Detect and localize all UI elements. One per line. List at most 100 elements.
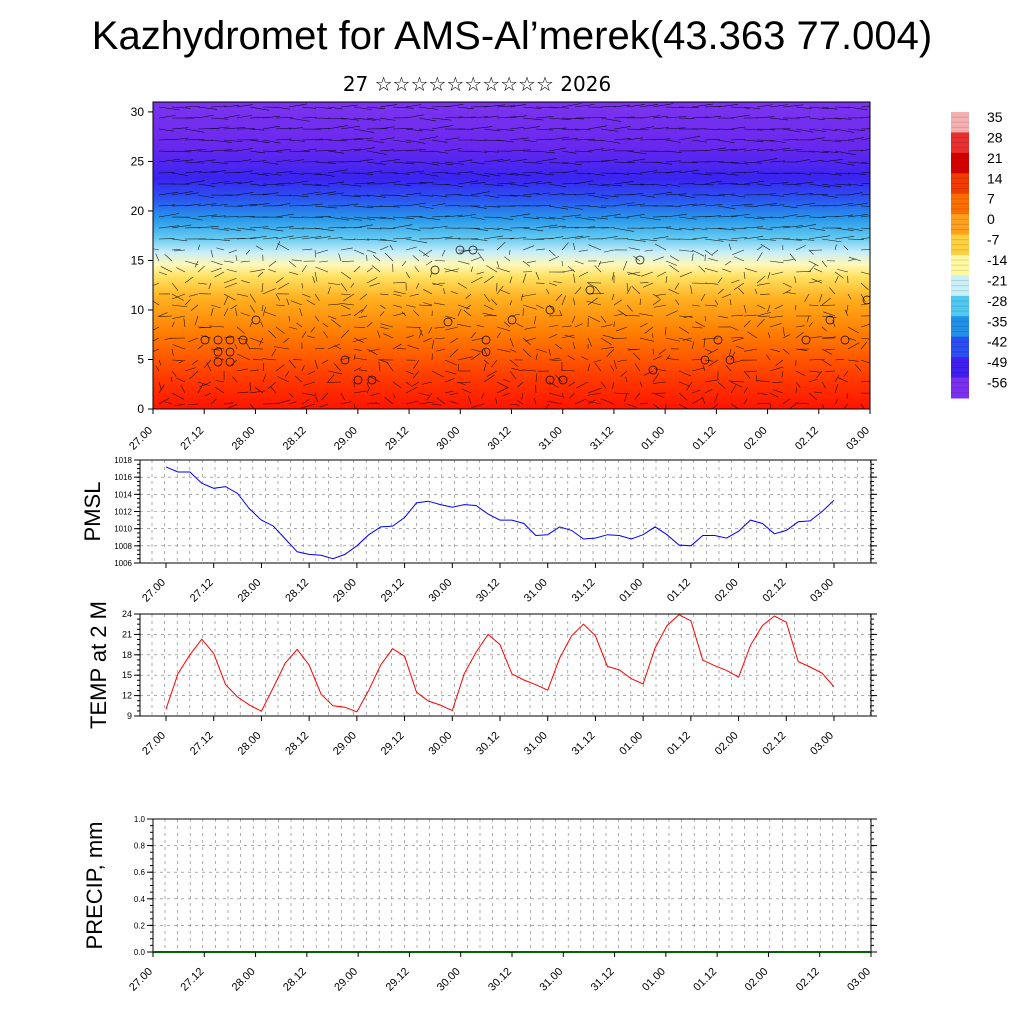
wind-barb xyxy=(483,275,494,284)
wind-barb xyxy=(691,103,713,108)
wind-barb xyxy=(821,150,839,153)
wind-barb xyxy=(425,260,433,266)
wind-barb xyxy=(535,248,545,251)
wind-barb xyxy=(158,359,162,366)
calm-circle xyxy=(558,375,568,385)
wind-barb xyxy=(795,238,815,241)
wind-barb xyxy=(223,336,234,339)
wind-barb xyxy=(379,238,397,242)
wind-barb xyxy=(301,203,323,207)
wind-barb xyxy=(228,249,238,254)
wind-barb xyxy=(259,337,264,346)
wind-barb xyxy=(319,260,329,263)
wind-barb xyxy=(652,236,669,240)
wind-barb xyxy=(435,337,446,340)
calm-circle xyxy=(251,315,261,325)
wind-barb xyxy=(678,216,697,220)
wind-barb xyxy=(717,277,723,284)
x-tick-label: 03.00 xyxy=(808,577,836,605)
wind-barb xyxy=(756,216,773,219)
wind-barb xyxy=(197,225,219,229)
wind-barb xyxy=(652,103,674,108)
wind-barb xyxy=(633,255,641,262)
wind-barb xyxy=(756,128,775,131)
wind-barb xyxy=(548,236,564,240)
wind-barb xyxy=(405,370,414,375)
wind-barb xyxy=(743,271,746,279)
x-tick-label: 29.12 xyxy=(379,577,407,605)
wind-barb xyxy=(756,375,758,383)
wind-barb xyxy=(691,249,705,257)
wind-barb xyxy=(613,299,623,306)
wind-barb xyxy=(535,304,545,309)
x-tick-label: 03.00 xyxy=(808,730,836,758)
wind-barb xyxy=(392,304,402,308)
wind-barb xyxy=(429,271,433,278)
wind-barb xyxy=(210,215,226,218)
wind-barb xyxy=(249,235,267,240)
wind-barb xyxy=(194,315,199,326)
wind-barb xyxy=(236,326,245,334)
wind-barb xyxy=(769,117,789,121)
wind-barb xyxy=(327,169,348,174)
wind-barb xyxy=(158,213,180,218)
wind-barb xyxy=(342,260,355,262)
wind-barb xyxy=(769,260,784,264)
wind-barb xyxy=(572,342,576,350)
wind-barb xyxy=(600,398,615,405)
wind-barb xyxy=(843,245,849,251)
wind-barb xyxy=(418,194,433,197)
colorbar: 35 28 21 14 7 0 -7 -14 -21 -28 -35 -42 -49 -56 xyxy=(951,109,1007,399)
wind-barb xyxy=(392,293,402,297)
wind-barb xyxy=(782,259,794,262)
wind-barb xyxy=(641,271,654,277)
wind-barb xyxy=(561,138,578,141)
heatmap-x-tick-label: 01.12 xyxy=(691,425,719,453)
wind-barb xyxy=(359,293,368,300)
wind-barb xyxy=(730,183,751,186)
wind-barb xyxy=(721,293,732,299)
wind-barb xyxy=(555,374,563,383)
wind-barb xyxy=(340,194,361,198)
wind-barb xyxy=(652,299,661,306)
wind-barb xyxy=(405,170,424,174)
wind-barb xyxy=(379,304,386,309)
wind-barb xyxy=(756,148,773,152)
colorbar-segment xyxy=(951,316,969,338)
wind-barb xyxy=(197,183,216,187)
y-tick-label: 0.4 xyxy=(134,895,146,904)
wind-barb xyxy=(288,235,309,240)
x-tick-label: 31.12 xyxy=(570,577,598,605)
wind-barb xyxy=(262,236,278,240)
colorbar-segment xyxy=(951,193,969,215)
wind-barb xyxy=(314,106,332,109)
wind-barb xyxy=(383,333,394,339)
wind-barb xyxy=(782,225,803,229)
wind-barb xyxy=(431,161,454,166)
wind-barb xyxy=(223,260,234,263)
wind-barb xyxy=(600,337,612,346)
wind-barb xyxy=(323,331,329,339)
wind-barb xyxy=(561,205,583,210)
wind-barb xyxy=(418,205,434,209)
wind-barb xyxy=(423,289,433,295)
wind-barb xyxy=(210,398,217,405)
wind-barb xyxy=(422,249,433,257)
wind-barb xyxy=(457,260,470,265)
wind-barb xyxy=(286,298,290,306)
wind-barb xyxy=(174,249,186,252)
wind-barb xyxy=(600,324,613,328)
wind-barb xyxy=(547,400,563,405)
wind-barb xyxy=(184,161,204,164)
wind-barb xyxy=(702,365,706,372)
wind-barb xyxy=(769,139,786,143)
wind-barb xyxy=(327,150,345,154)
wind-barb xyxy=(795,150,815,153)
wind-barb xyxy=(236,368,248,372)
wind-barb xyxy=(366,216,386,219)
wind-barb xyxy=(652,392,665,398)
wind-barb xyxy=(353,326,366,329)
wind-barb xyxy=(561,260,563,267)
wind-barb xyxy=(535,192,550,196)
